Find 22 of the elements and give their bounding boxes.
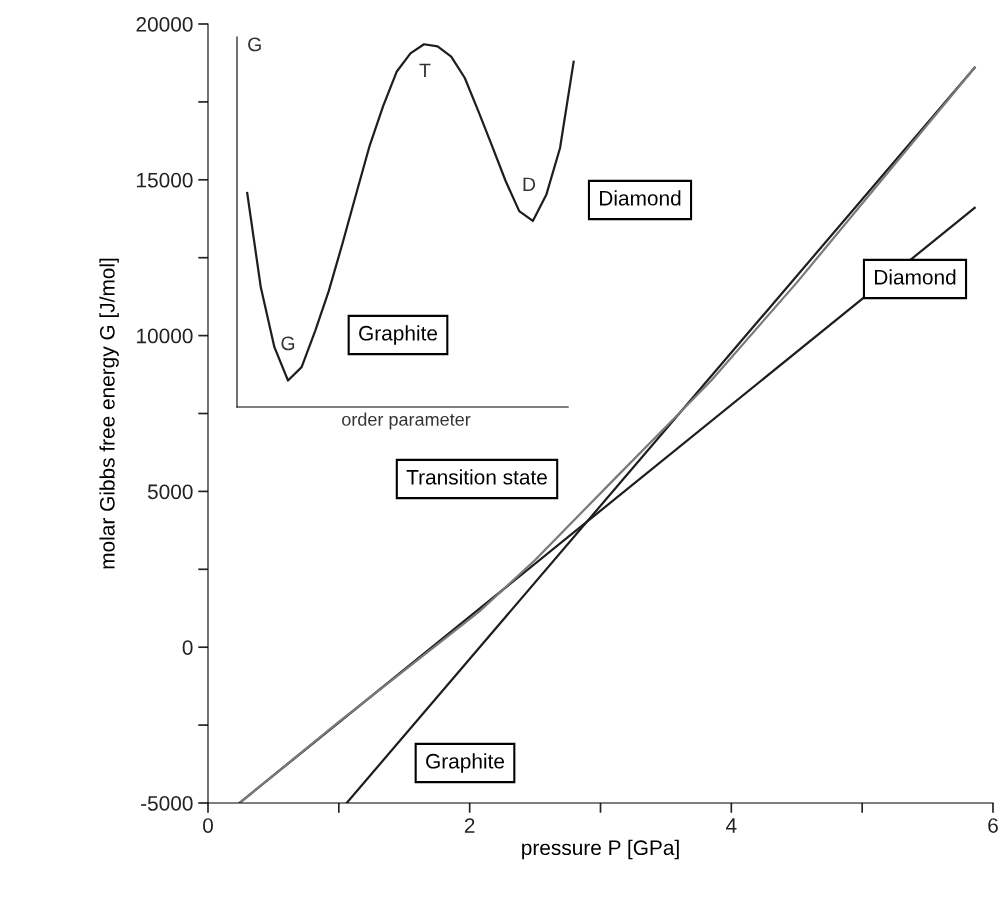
annotation: Diamond: [600, 190, 681, 206]
y-axis-title: molar Gibbs free energy G [J/mol]: [99, 258, 119, 569]
x-axis-title: pressure P [GPa]: [522, 839, 679, 860]
x-tick-label: 0: [203, 818, 213, 833]
y-axis-title: G: [248, 37, 261, 52]
annotation: G: [281, 336, 295, 351]
y-tick-label: 10000: [137, 328, 193, 344]
annotation: T: [419, 63, 431, 78]
y-tick-label: 20000: [136, 17, 193, 32]
x-axis-title: order parameter: [342, 412, 471, 430]
y-tick-label: -5000: [141, 796, 193, 811]
series-label: Diamond: [875, 269, 956, 285]
annotation: D: [523, 177, 536, 192]
annotation: Graphite: [359, 325, 438, 345]
y-tick-label: 5000: [147, 484, 193, 500]
text: Transition state: [406, 469, 547, 485]
x-tick-label: 6: [988, 818, 998, 833]
y-tick-label: 0: [182, 640, 193, 655]
series-label: Graphite: [426, 753, 505, 773]
x-tick-label: 4: [726, 818, 737, 833]
x-tick-label: 2: [464, 818, 475, 833]
y-tick-label: 15000: [137, 172, 193, 188]
